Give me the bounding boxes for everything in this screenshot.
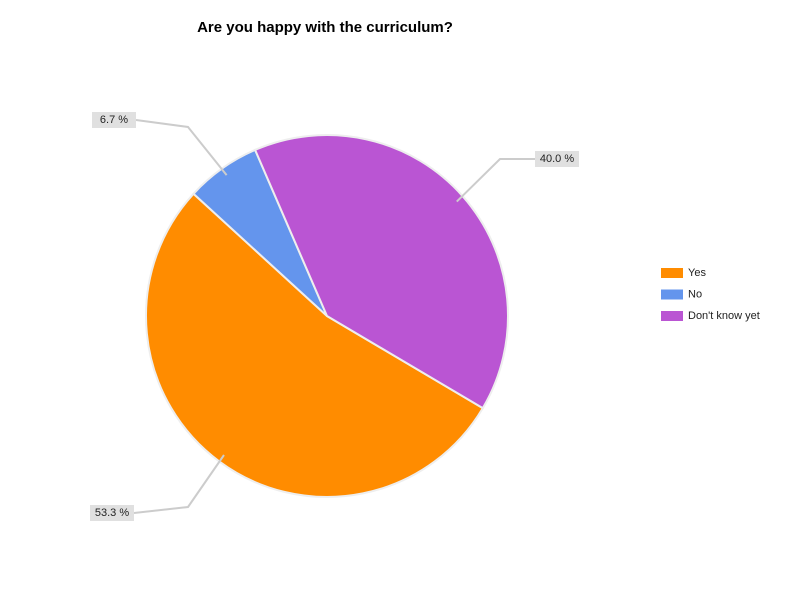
legend-swatch (661, 289, 683, 300)
chart-title: Are you happy with the curriculum? (197, 19, 453, 36)
leader-line (135, 119, 228, 176)
legend-label: Don't know yet (688, 310, 760, 322)
data-label: 40.0 % (540, 153, 574, 165)
legend-swatch (661, 311, 683, 321)
leader-line (133, 454, 225, 514)
data-label-bg (92, 112, 136, 128)
leader-line (456, 158, 535, 203)
legend-label: Yes (688, 267, 706, 279)
legend-label: No (688, 288, 702, 300)
data-label-bg (90, 505, 134, 521)
data-label-bg (535, 151, 579, 167)
data-label: 6.7 % (100, 114, 128, 126)
legend-swatch (661, 268, 683, 278)
data-label: 53.3 % (95, 507, 129, 519)
